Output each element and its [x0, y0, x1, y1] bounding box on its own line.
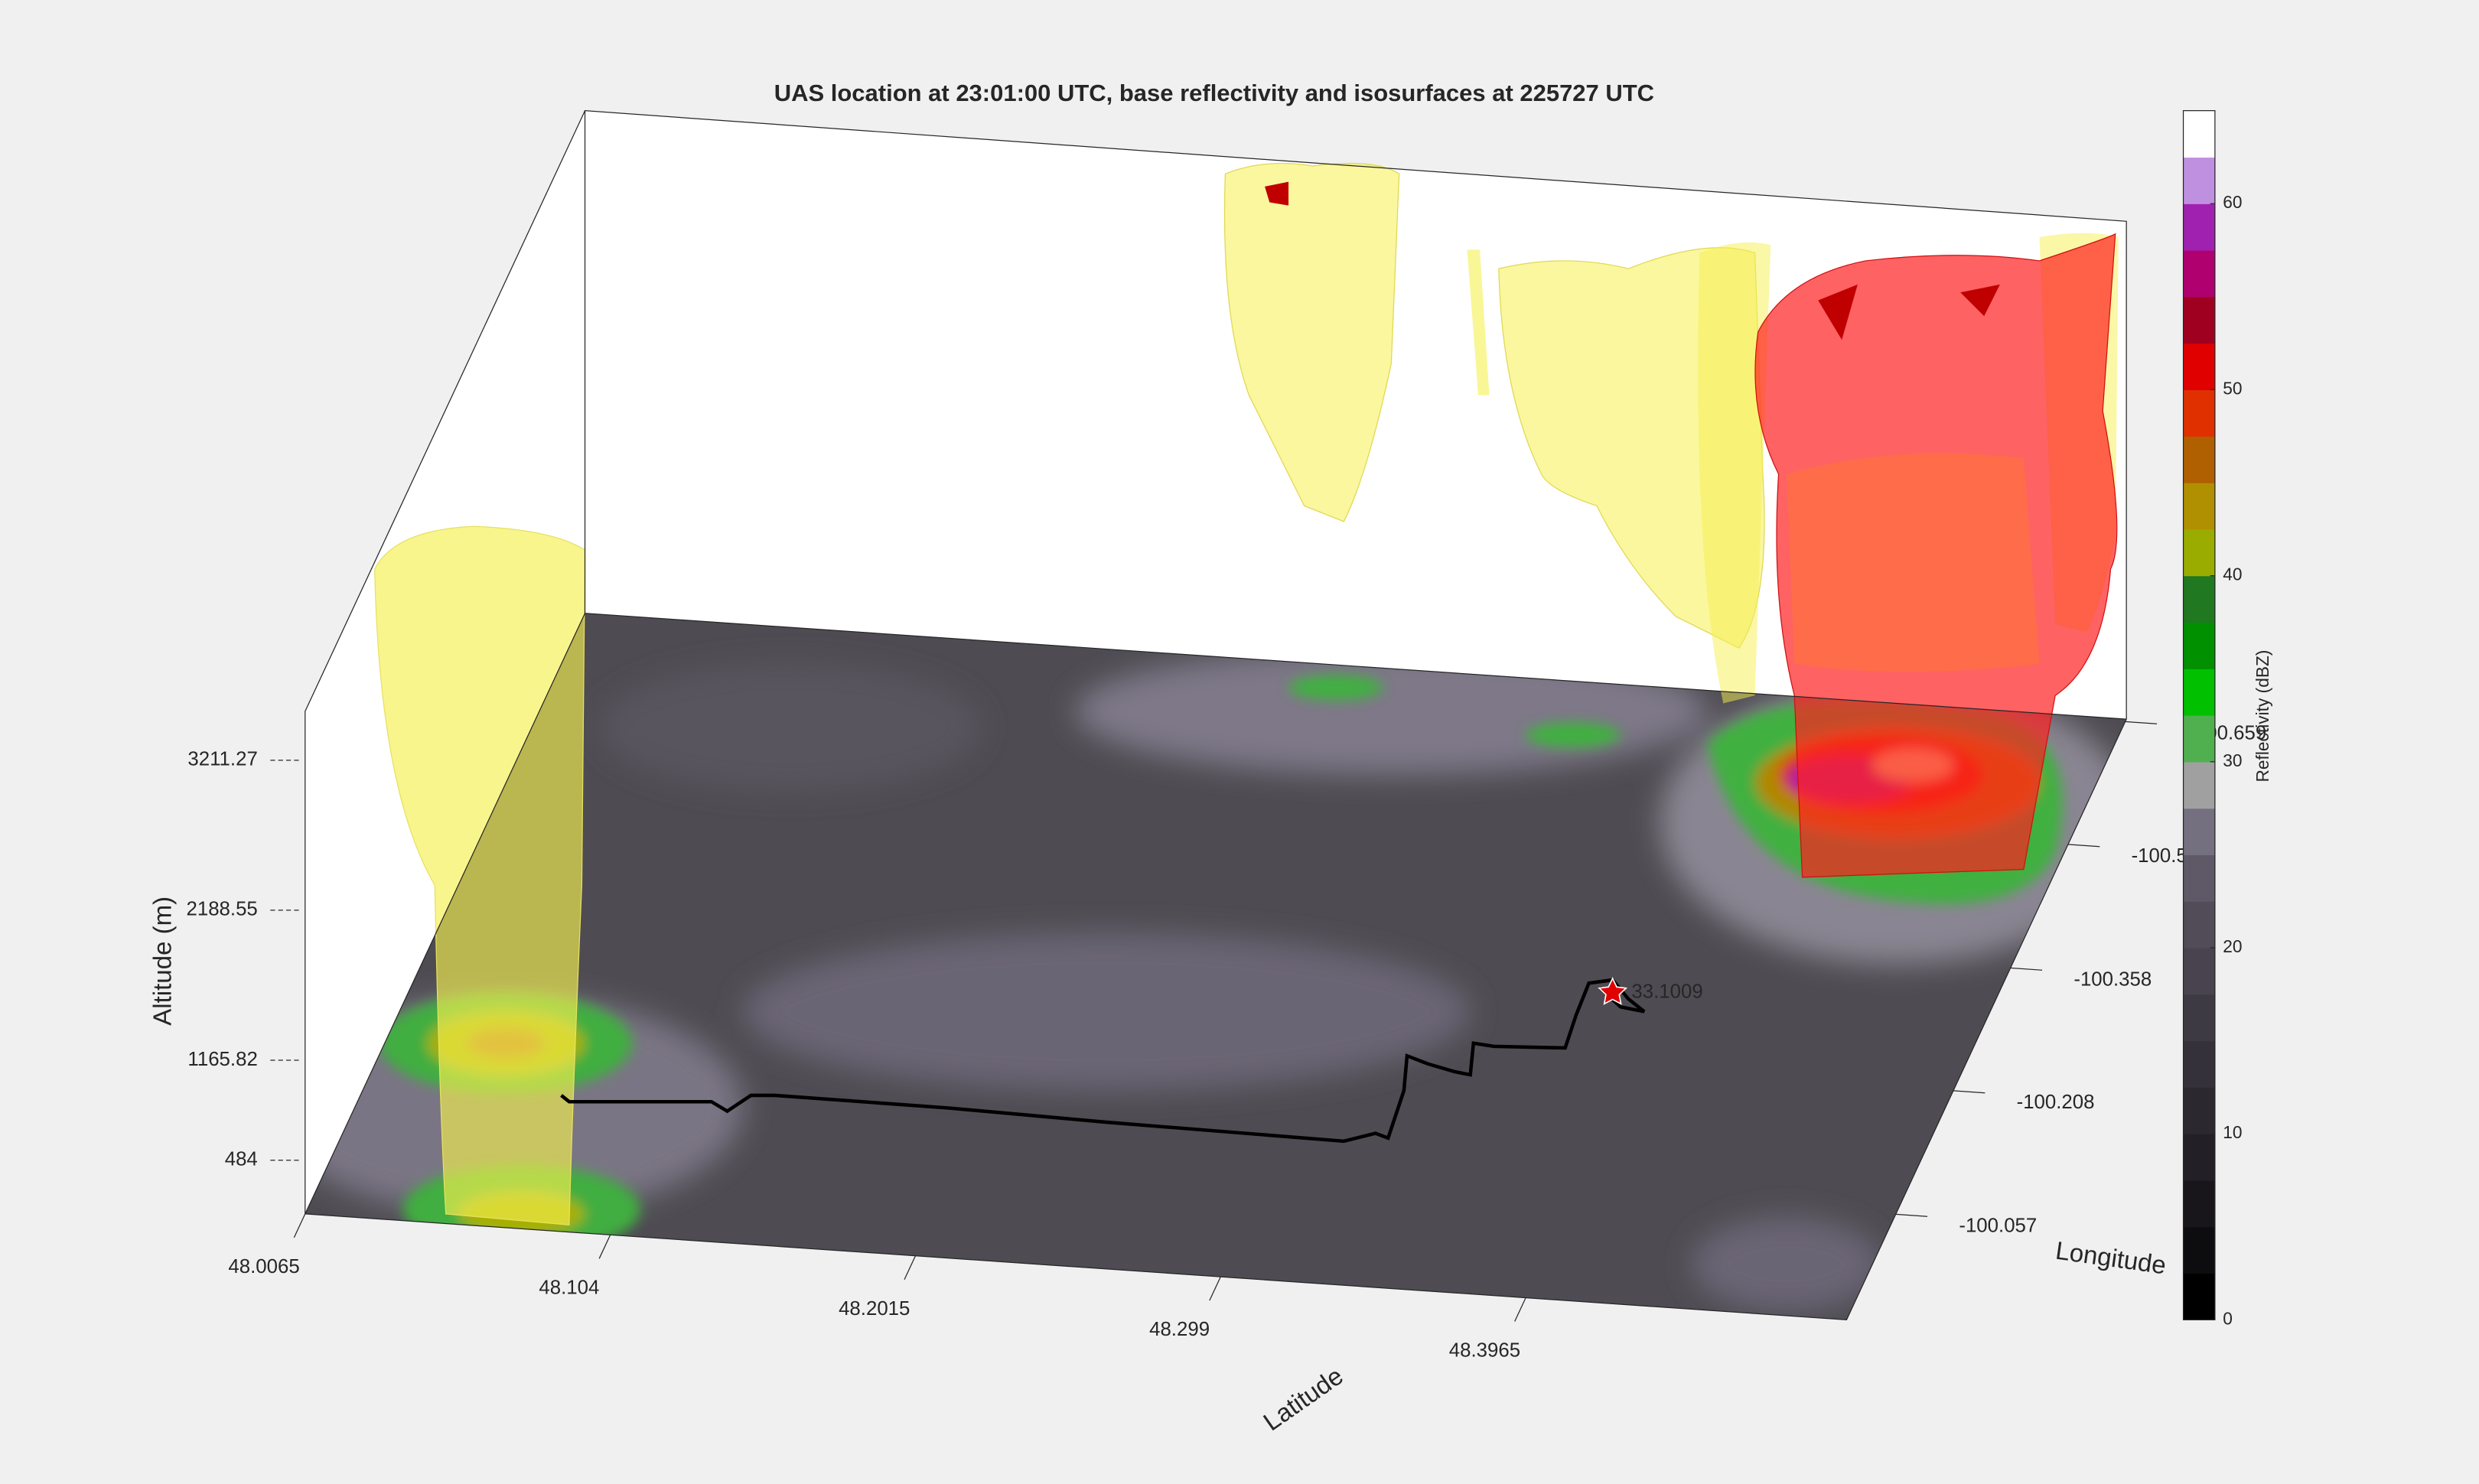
colorbar-band	[2183, 761, 2215, 809]
x-tick-label: 48.3965	[1449, 1340, 1520, 1362]
z-tick-label: 2188.55	[186, 899, 257, 920]
x-tick	[904, 1255, 917, 1280]
colorbar-band	[2183, 808, 2215, 856]
colorbar-tick-label: 10	[2223, 1122, 2242, 1142]
y-tick-label: -100.358	[2073, 969, 2152, 991]
colorbar-band	[2183, 1273, 2215, 1320]
x-tick	[1514, 1297, 1526, 1322]
colorbar-band	[2183, 157, 2215, 204]
y-tick-label: -100.057	[1959, 1216, 2037, 1237]
y-tick	[1895, 1213, 1928, 1217]
x-tick-label: 48.104	[539, 1277, 599, 1298]
colorbar-tick-label: 40	[2223, 565, 2242, 584]
colorbar-band	[2183, 715, 2215, 763]
colorbar-band	[2183, 622, 2215, 669]
colorbar: 0 10 20 30 40 50 60 Reflectivity (dBZ)	[2182, 110, 2272, 1328]
colorbar-tick-label: 30	[2223, 750, 2242, 770]
colorbar-band	[2183, 947, 2215, 995]
uas-marker	[1598, 977, 1628, 1005]
colorbar-band	[2183, 901, 2215, 949]
isosurfaces	[374, 162, 2119, 1226]
colorbar-band	[2183, 575, 2215, 623]
colorbar-band	[2183, 1087, 2215, 1134]
colorbar-tick-label: 20	[2223, 936, 2242, 956]
uas-track	[560, 978, 1646, 1144]
colorbar-band	[2183, 250, 2215, 298]
z-tick-label: 484	[225, 1149, 258, 1170]
x-tick-label: 48.2015	[839, 1298, 910, 1320]
colorbar-band	[2183, 854, 2215, 902]
y-tick	[2010, 967, 2043, 971]
colorbar-band	[2183, 669, 2215, 716]
x-tick-label: 48.0065	[228, 1256, 299, 1277]
colorbar-tick-label: 0	[2223, 1308, 2233, 1328]
colorbar-label: Reflectivity (dBZ)	[2253, 650, 2272, 783]
colorbar-band	[2183, 1226, 2215, 1274]
z-tick-label: 3211.27	[187, 749, 257, 770]
colorbar-band	[2183, 343, 2215, 391]
ticks: 48.0065 48.104 48.2015 48.299 48.3965 -100.05…	[186, 721, 2266, 1362]
y-tick	[2067, 844, 2100, 848]
z-axis-label: Altitude (m)	[149, 897, 178, 1026]
colorbar-band	[2183, 1180, 2215, 1228]
colorbar-band	[2183, 296, 2215, 344]
axes-box	[305, 109, 2127, 1321]
colorbar-band	[2183, 1040, 2215, 1088]
colorbar-tick-label: 50	[2223, 378, 2242, 398]
colorbar-band	[2183, 110, 2215, 158]
y-tick-label: -100.208	[2017, 1092, 2095, 1113]
colorbar-tick-label: 60	[2223, 192, 2242, 212]
colorbar-band	[2183, 529, 2215, 577]
y-tick	[1953, 1090, 1985, 1094]
colorbar-frame	[2182, 110, 2216, 1320]
colorbar-band	[2183, 389, 2215, 437]
x-tick	[598, 1235, 611, 1259]
x-tick-label: 48.299	[1149, 1319, 1210, 1340]
colorbar-band	[2183, 1134, 2215, 1181]
plot-area: 33.1009 UAS location at 23:01:00 UTC, ba…	[149, 80, 2272, 1437]
colorbar-band	[2183, 436, 2215, 483]
colorbar-band	[2183, 483, 2215, 530]
y-tick	[2125, 721, 2158, 724]
x-tick	[293, 1213, 306, 1238]
z-tick-label: 1165.82	[187, 1049, 257, 1070]
x-tick	[1209, 1276, 1221, 1301]
colorbar-band	[2183, 203, 2215, 251]
chart-title: UAS location at 23:01:00 UTC, base refle…	[774, 80, 1654, 106]
annotation: 33.1009	[1631, 981, 1702, 1002]
colorbar-band	[2183, 994, 2215, 1042]
